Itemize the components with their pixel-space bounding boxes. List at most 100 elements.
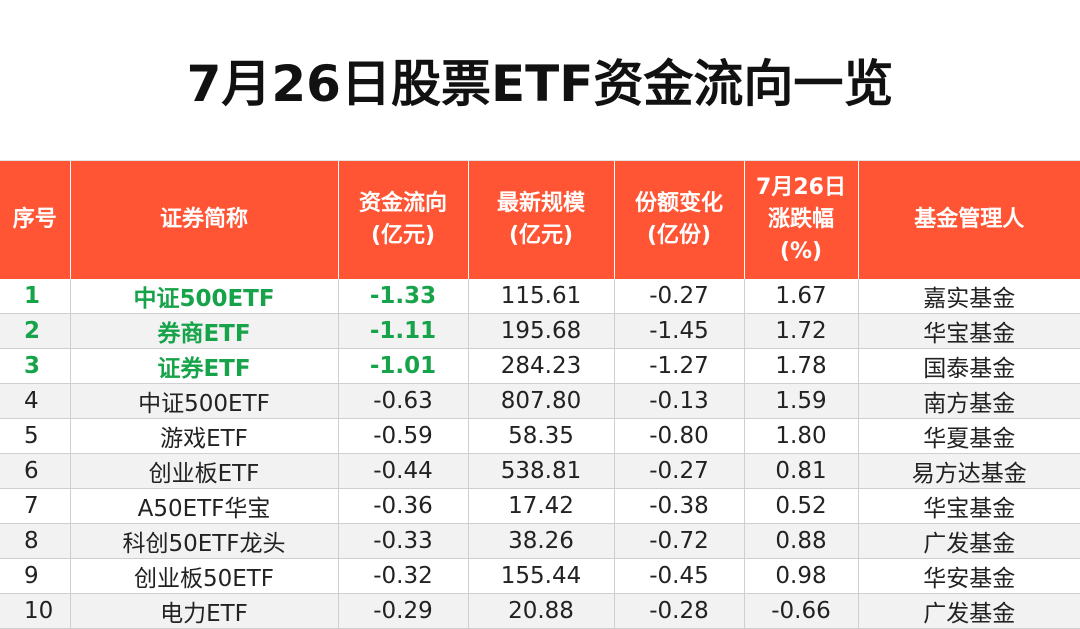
header-size-unit: (亿元): [508, 223, 574, 248]
manager-cell: 华宝基金: [858, 488, 1080, 524]
header-flow: 资金流向 (亿元): [338, 161, 469, 279]
change-cell: 0.81: [744, 453, 859, 489]
rank-cell: 7: [0, 488, 71, 524]
share-cell: -0.13: [614, 383, 745, 419]
size-cell: 58.35: [468, 418, 615, 454]
header-size-label: 最新规模: [496, 191, 585, 217]
rank-cell: 8: [0, 523, 71, 559]
flow-cell: -0.59: [338, 418, 469, 454]
table-row: 4 中证500ETF -0.63 807.80 -0.13 1.59 南方基金: [0, 383, 1080, 419]
flow-cell: -1.11: [338, 313, 469, 349]
header-change-unit: (%): [779, 238, 823, 264]
table-row: 3 证券ETF -1.01 284.23 -1.27 1.78 国泰基金: [0, 348, 1080, 384]
flow-cell: -0.29: [338, 593, 469, 629]
size-cell: 38.26: [468, 523, 615, 559]
manager-cell: 华夏基金: [858, 418, 1080, 454]
etf-flow-table: 序号 证券简称 资金流向 (亿元) 最新规模 (亿元) 份额变化 (亿份) 7月…: [0, 161, 1080, 629]
rank-cell: 10: [0, 593, 71, 629]
header-size: 最新规模 (亿元): [468, 161, 615, 279]
header-rank-label: 序号: [12, 207, 57, 233]
share-cell: -1.27: [614, 348, 745, 384]
size-cell: 195.68: [468, 313, 615, 349]
header-share-label: 份额变化: [634, 191, 723, 217]
rank-cell: 1: [0, 279, 71, 314]
manager-cell: 广发基金: [858, 593, 1080, 629]
share-cell: -0.27: [614, 453, 745, 489]
manager-cell: 南方基金: [858, 383, 1080, 419]
header-name: 证券简称: [70, 161, 339, 279]
name-cell: 中证500ETF: [70, 383, 339, 419]
size-cell: 807.80: [468, 383, 615, 419]
share-cell: -0.28: [614, 593, 745, 629]
rank-cell: 9: [0, 558, 71, 594]
manager-cell: 国泰基金: [858, 348, 1080, 384]
table-row: 10 电力ETF -0.29 20.88 -0.28 -0.66 广发基金: [0, 593, 1080, 629]
name-cell: 券商ETF: [70, 313, 339, 349]
manager-cell: 易方达基金: [858, 453, 1080, 489]
header-flow-unit: (亿元): [370, 223, 436, 248]
header-name-label: 证券简称: [159, 207, 248, 233]
page-title: 7月26日股票ETF资金流向一览: [0, 0, 1080, 161]
name-cell: 创业板50ETF: [70, 558, 339, 594]
share-cell: -0.38: [614, 488, 745, 524]
change-cell: 1.72: [744, 313, 859, 349]
table-row: 7 A50ETF华宝 -0.36 17.42 -0.38 0.52 华宝基金: [0, 488, 1080, 524]
change-cell: 1.67: [744, 279, 859, 314]
share-cell: -0.80: [614, 418, 745, 454]
size-cell: 284.23: [468, 348, 615, 384]
change-cell: -0.66: [744, 593, 859, 629]
header-flow-label: 资金流向: [358, 191, 447, 217]
rank-cell: 3: [0, 348, 71, 384]
name-cell: 科创50ETF龙头: [70, 523, 339, 559]
change-cell: 0.98: [744, 558, 859, 594]
table-row: 8 科创50ETF龙头 -0.33 38.26 -0.72 0.88 广发基金: [0, 523, 1080, 559]
flow-cell: -0.33: [338, 523, 469, 559]
flow-cell: -0.44: [338, 453, 469, 489]
share-cell: -0.45: [614, 558, 745, 594]
header-rank: 序号: [0, 161, 71, 279]
change-cell: 1.80: [744, 418, 859, 454]
table-row: 5 游戏ETF -0.59 58.35 -0.80 1.80 华夏基金: [0, 418, 1080, 454]
change-cell: 0.52: [744, 488, 859, 524]
rank-cell: 5: [0, 418, 71, 454]
name-cell: 电力ETF: [70, 593, 339, 629]
flow-cell: -0.32: [338, 558, 469, 594]
name-cell: 证券ETF: [70, 348, 339, 384]
header-change: 7月26日 涨跌幅 (%): [744, 161, 859, 279]
header-manager-label: 基金管理人: [914, 207, 1025, 233]
table-row: 6 创业板ETF -0.44 538.81 -0.27 0.81 易方达基金: [0, 453, 1080, 489]
size-cell: 115.61: [468, 279, 615, 314]
name-cell: A50ETF华宝: [70, 488, 339, 524]
change-cell: 1.78: [744, 348, 859, 384]
flow-cell: -1.33: [338, 279, 469, 314]
share-cell: -0.27: [614, 279, 745, 314]
share-cell: -1.45: [614, 313, 745, 349]
size-cell: 538.81: [468, 453, 615, 489]
flow-cell: -0.36: [338, 488, 469, 524]
header-share: 份额变化 (亿份): [614, 161, 745, 279]
manager-cell: 广发基金: [858, 523, 1080, 559]
change-cell: 1.59: [744, 383, 859, 419]
name-cell: 游戏ETF: [70, 418, 339, 454]
header-manager: 基金管理人: [858, 161, 1080, 279]
name-cell: 创业板ETF: [70, 453, 339, 489]
table-row: 9 创业板50ETF -0.32 155.44 -0.45 0.98 华安基金: [0, 558, 1080, 594]
flow-cell: -1.01: [338, 348, 469, 384]
rank-cell: 6: [0, 453, 71, 489]
header-change-label: 涨跌幅: [767, 207, 834, 233]
manager-cell: 嘉实基金: [858, 279, 1080, 314]
flow-cell: -0.63: [338, 383, 469, 419]
rank-cell: 4: [0, 383, 71, 419]
share-cell: -0.72: [614, 523, 745, 559]
manager-cell: 华安基金: [858, 558, 1080, 594]
manager-cell: 华宝基金: [858, 313, 1080, 349]
size-cell: 20.88: [468, 593, 615, 629]
header-share-unit: (亿份): [646, 223, 712, 248]
size-cell: 17.42: [468, 488, 615, 524]
table-row: 2 券商ETF -1.11 195.68 -1.45 1.72 华宝基金: [0, 313, 1080, 349]
table-row: 1 中证500ETF -1.33 115.61 -0.27 1.67 嘉实基金: [0, 279, 1080, 314]
change-cell: 0.88: [744, 523, 859, 559]
rank-cell: 2: [0, 313, 71, 349]
header-change-date: 7月26日: [756, 175, 846, 201]
name-cell: 中证500ETF: [70, 279, 339, 314]
